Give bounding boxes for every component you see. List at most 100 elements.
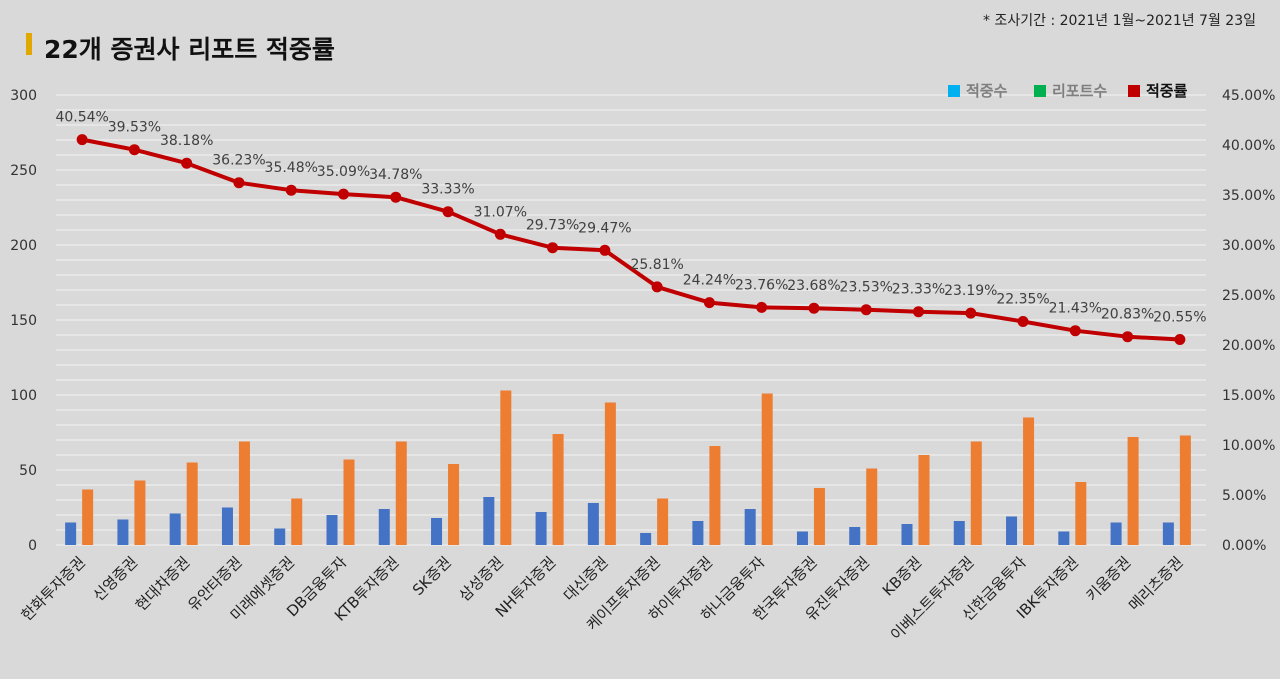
y-right-tick-label: 20.00% (1222, 338, 1275, 354)
hit-rate-point (181, 157, 193, 169)
hit-rate-data-label: 23.76% (735, 277, 788, 293)
hit-rate-data-label: 23.53% (840, 280, 893, 296)
bar-hits (1110, 522, 1122, 545)
legend-swatch (948, 85, 960, 97)
hit-rate-point (599, 244, 611, 256)
hit-rate-data-label: 20.55% (1153, 310, 1206, 326)
hit-rate-point (651, 281, 663, 293)
y-right-tick-label: 10.00% (1222, 438, 1275, 454)
bar-reports (186, 462, 198, 545)
bar-reports (1179, 435, 1191, 545)
x-category-label: 신영증권 (89, 553, 141, 605)
y-right-tick-label: 30.00% (1222, 238, 1275, 254)
hit-rate-point (1122, 331, 1134, 343)
x-category-label: SK증권 (409, 553, 455, 599)
bar-hits (221, 507, 233, 545)
bar-reports (1127, 437, 1139, 545)
hit-rate-data-label: 20.83% (1101, 307, 1154, 323)
bar-hits (901, 524, 913, 545)
hit-rate-data-label: 34.78% (369, 167, 422, 183)
hit-rate-point (860, 304, 872, 316)
x-category-label: 키움증권 (1083, 553, 1135, 605)
bar-hits (1006, 516, 1018, 545)
hit-rate-point (442, 206, 454, 218)
bar-hits (274, 528, 286, 545)
bar-hits (169, 513, 181, 545)
x-category-label: 메리츠증권 (1125, 553, 1187, 615)
hit-rate-data-label: 23.68% (787, 278, 840, 294)
bar-reports (448, 464, 460, 545)
bar-reports (82, 489, 94, 545)
bar-hits (744, 509, 756, 545)
bar-hits (692, 521, 704, 545)
bar-reports (761, 393, 773, 545)
bar-hits (378, 509, 390, 545)
legend-label: 적중률 (1146, 82, 1188, 100)
bar-hits (953, 521, 965, 545)
legend-label: 적중수 (966, 82, 1008, 100)
hit-rate-point (1069, 325, 1081, 337)
hit-rate-point (390, 191, 402, 203)
hit-rate-data-label: 40.54% (55, 110, 108, 126)
title-accent-bar (26, 33, 32, 55)
y-left-tick-label: 50 (19, 463, 37, 479)
x-category-label: 현대차증권 (132, 553, 194, 615)
bar-reports (1075, 482, 1087, 545)
hit-rate-data-label: 22.35% (996, 292, 1049, 308)
hit-rate-data-label: 23.33% (892, 282, 945, 298)
hit-rate-point (1017, 316, 1029, 327)
y-left-tick-label: 150 (10, 313, 37, 329)
hit-rate-point (233, 177, 245, 189)
hit-rate-data-label: 33.33% (421, 182, 474, 198)
bar-reports (395, 441, 407, 545)
hit-rate-point (808, 302, 820, 314)
bar-reports (552, 434, 564, 545)
bar-hits (849, 527, 861, 545)
y-right-tick-label: 15.00% (1222, 388, 1275, 404)
hit-rate-data-label: 24.24% (683, 273, 736, 289)
bar-hits (1058, 531, 1070, 545)
hit-rate-data-label: 31.07% (474, 204, 527, 220)
bar-reports (134, 480, 146, 545)
bar-reports (709, 446, 721, 545)
hit-rate-data-label: 21.43% (1049, 301, 1102, 317)
x-category-label: KB증권 (879, 553, 925, 599)
bar-reports (657, 498, 669, 545)
bar-hits (535, 512, 547, 545)
y-left-tick-label: 100 (10, 388, 37, 404)
bar-reports (604, 402, 616, 545)
y-right-tick-label: 5.00% (1222, 488, 1266, 504)
hit-rate-point (128, 144, 140, 156)
hit-rate-point (703, 297, 715, 309)
hit-rate-data-label: 29.47% (578, 220, 631, 236)
hit-rate-point (756, 301, 768, 313)
bar-reports (238, 441, 250, 545)
bar-reports (970, 441, 982, 545)
legend-swatch (1034, 85, 1046, 97)
bar-reports (866, 468, 878, 545)
bar-reports (813, 488, 825, 545)
legend-swatch (1128, 85, 1140, 97)
hit-rate-point (338, 188, 349, 200)
bar-reports (1023, 417, 1035, 545)
y-right-tick-label: 0.00% (1222, 538, 1266, 554)
bar-reports (918, 455, 930, 545)
y-right-tick-label: 35.00% (1222, 188, 1275, 204)
y-right-tick-label: 45.00% (1222, 88, 1275, 104)
hit-rate-point (547, 242, 559, 254)
y-left-tick-label: 300 (10, 88, 37, 104)
chart-title: 22개 증권사 리포트 적중률 (44, 35, 335, 64)
bar-hits (796, 531, 808, 545)
y-left-tick-label: 200 (10, 238, 37, 254)
bar-hits (587, 503, 599, 545)
bar-reports (343, 459, 355, 545)
hit-rate-data-label: 36.23% (212, 153, 265, 169)
hit-rate-data-label: 39.53% (108, 120, 161, 136)
x-category-label: 삼성증권 (455, 553, 507, 605)
bar-hits (65, 522, 77, 545)
bar-hits (483, 497, 495, 545)
hit-rate-data-label: 29.73% (526, 218, 579, 234)
hit-rate-point (965, 307, 977, 319)
bar-hits (431, 518, 443, 545)
bar-reports (500, 390, 512, 545)
